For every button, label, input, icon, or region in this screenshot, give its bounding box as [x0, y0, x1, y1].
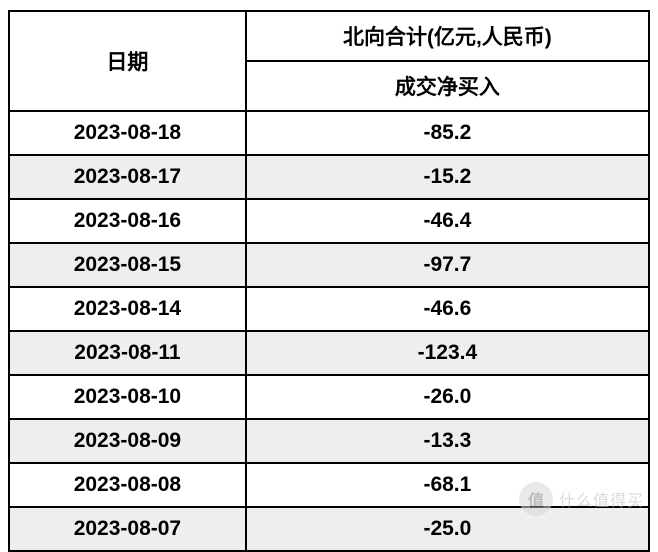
cell-date: 2023-08-10	[9, 375, 246, 419]
table-row: 2023-08-16-46.4	[9, 199, 649, 243]
cell-date: 2023-08-16	[9, 199, 246, 243]
watermark-text: 什么值得买	[559, 487, 644, 511]
header-date: 日期	[9, 11, 246, 111]
cell-net-buy: -123.4	[246, 331, 649, 375]
header-value-group: 北向合计(亿元,人民币)	[246, 11, 649, 61]
cell-date: 2023-08-09	[9, 419, 246, 463]
cell-date: 2023-08-08	[9, 463, 246, 507]
cell-date: 2023-08-15	[9, 243, 246, 287]
table-row: 2023-08-17-15.2	[9, 155, 649, 199]
table-row: 2023-08-14-46.6	[9, 287, 649, 331]
table-row: 2023-08-09-13.3	[9, 419, 649, 463]
cell-net-buy: -26.0	[246, 375, 649, 419]
cell-net-buy: -46.4	[246, 199, 649, 243]
watermark-badge-icon: 值	[519, 482, 553, 516]
cell-date: 2023-08-18	[9, 111, 246, 155]
cell-date: 2023-08-17	[9, 155, 246, 199]
table-row: 2023-08-10-26.0	[9, 375, 649, 419]
watermark: 值 什么值得买	[519, 482, 644, 516]
table-row: 2023-08-18-85.2	[9, 111, 649, 155]
northbound-table: 日期 北向合计(亿元,人民币) 成交净买入 2023-08-18-85.2202…	[8, 10, 650, 552]
cell-net-buy: -85.2	[246, 111, 649, 155]
table-row: 2023-08-11-123.4	[9, 331, 649, 375]
cell-net-buy: -46.6	[246, 287, 649, 331]
cell-net-buy: -13.3	[246, 419, 649, 463]
cell-date: 2023-08-14	[9, 287, 246, 331]
cell-date: 2023-08-07	[9, 507, 246, 551]
header-value-sub: 成交净买入	[246, 61, 649, 111]
cell-net-buy: -15.2	[246, 155, 649, 199]
cell-date: 2023-08-11	[9, 331, 246, 375]
table-row: 2023-08-15-97.7	[9, 243, 649, 287]
cell-net-buy: -97.7	[246, 243, 649, 287]
